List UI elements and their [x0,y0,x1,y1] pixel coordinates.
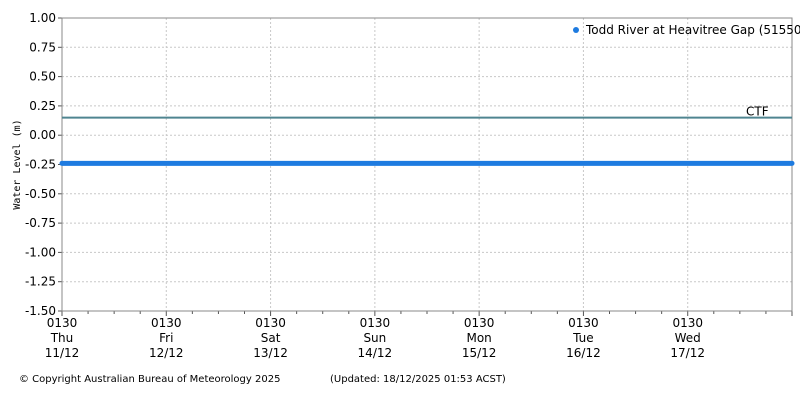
x-tick-label-date: 12/12 [149,346,184,360]
y-tick-label: 0.50 [29,70,56,84]
x-tick-label-time: 0130 [568,316,599,330]
x-tick-label-day: Sat [261,331,281,345]
y-tick-label: -1.00 [25,245,56,259]
x-tick-label-date: 11/12 [45,346,80,360]
x-tick-label-date: 15/12 [462,346,497,360]
y-tick-label: -1.50 [25,304,56,318]
x-tick-label-time: 0130 [360,316,391,330]
y-tick-label: -0.75 [25,216,56,230]
x-tick-label-day: Thu [50,331,74,345]
y-tick-label: 1.00 [29,11,56,25]
legend-marker [573,27,579,33]
x-tick-label-time: 0130 [47,316,78,330]
x-tick-label-date: 17/12 [670,346,705,360]
x-tick-label-date: 14/12 [358,346,393,360]
copyright-text: © Copyright Australian Bureau of Meteoro… [19,374,281,385]
y-axis-label: Water Level (m) [12,119,23,209]
x-tick-label-time: 0130 [672,316,703,330]
y-tick-label: 0.00 [29,128,56,142]
ctf-label: CTF [746,105,769,119]
x-tick-label-day: Mon [466,331,491,345]
x-tick-label-date: 16/12 [566,346,601,360]
x-tick-label-date: 13/12 [253,346,288,360]
y-tick-label: 0.25 [29,99,56,113]
x-tick-label-time: 0130 [151,316,182,330]
x-tick-label-day: Sun [363,331,386,345]
x-tick-label-day: Tue [572,331,594,345]
legend-label: Todd River at Heavitree Gap (515501) [585,23,800,37]
y-tick-label: 0.75 [29,40,56,54]
x-tick-label-time: 0130 [255,316,286,330]
updated-text: (Updated: 18/12/2025 01:53 ACST) [330,374,506,385]
x-tick-label-time: 0130 [464,316,495,330]
x-tick-label-day: Fri [159,331,173,345]
x-tick-label-day: Wed [675,331,701,345]
y-tick-label: -0.50 [25,187,56,201]
y-tick-label: -0.25 [25,158,56,172]
y-tick-label: -1.25 [25,275,56,289]
